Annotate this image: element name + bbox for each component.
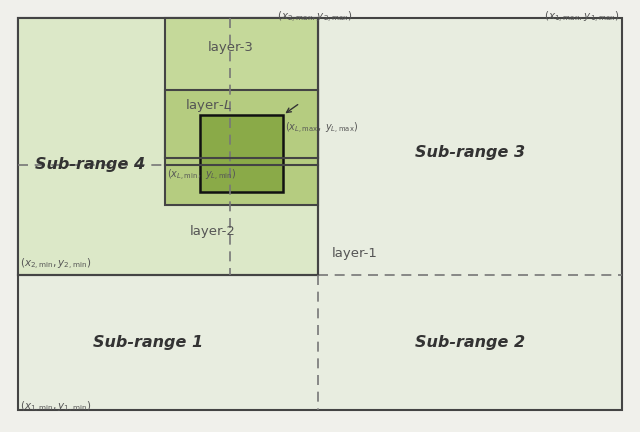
Text: layer-1: layer-1	[332, 247, 378, 260]
Text: Sub-range 3: Sub-range 3	[415, 144, 525, 159]
Text: $(x_{1,\min}, y_{1,\min})$: $(x_{1,\min}, y_{1,\min})$	[20, 400, 92, 415]
Bar	[200, 115, 283, 192]
Bar	[18, 18, 318, 275]
Text: Sub-range 1: Sub-range 1	[93, 334, 203, 349]
Text: $(x_{2,\min}, y_{2,\min})$: $(x_{2,\min}, y_{2,\min})$	[20, 257, 92, 272]
Text: Sub-range 2: Sub-range 2	[415, 334, 525, 349]
Bar	[165, 18, 318, 158]
Text: $(x_{2,\max}, y_{2,\max})$: $(x_{2,\max}, y_{2,\max})$	[277, 10, 353, 25]
Text: layer-$L$: layer-$L$	[185, 96, 232, 114]
Bar	[165, 90, 318, 205]
Text: layer-2: layer-2	[190, 226, 236, 238]
Text: Sub-range 4: Sub-range 4	[35, 158, 145, 172]
Text: $(x_{L,\min},\ y_{L,\min})$: $(x_{L,\min},\ y_{L,\min})$	[167, 168, 236, 183]
Text: layer-3: layer-3	[208, 41, 254, 54]
Text: $(x_{L,\max},\ y_{L,\max})$: $(x_{L,\max},\ y_{L,\max})$	[285, 121, 358, 136]
Text: $(x_{1,\max}, y_{1,\max})$: $(x_{1,\max}, y_{1,\max})$	[544, 10, 620, 25]
